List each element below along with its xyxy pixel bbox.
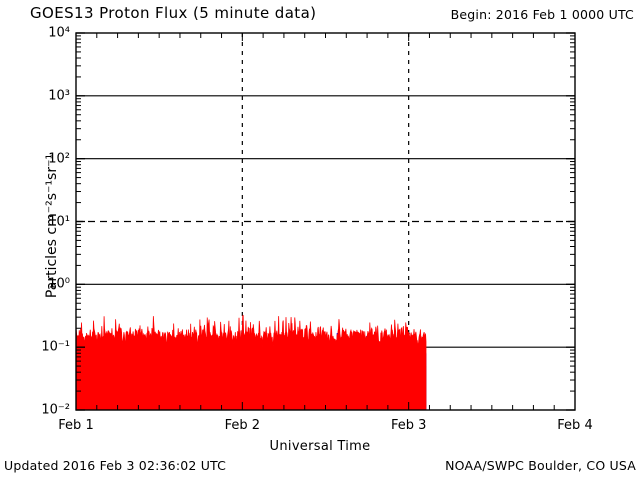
y-tick-label: 10⁻² [41, 402, 70, 418]
y-tick-label: 10³ [48, 88, 70, 104]
page-title: GOES13 Proton Flux (5 minute data) [30, 4, 317, 22]
y-tick-label: 10⁰ [48, 276, 70, 292]
x-tick-label: Feb 4 [557, 418, 593, 433]
axis-ticks [75, 32, 576, 411]
data-traces [75, 314, 427, 411]
x-axis-title: Universal Time [269, 439, 371, 454]
updated-timestamp: Updated 2016 Feb 3 02:36:02 UTC [4, 458, 227, 473]
x-tick-label: Feb 1 [58, 418, 94, 433]
y-tick-label: 10¹ [48, 214, 70, 229]
y-tick-label: 10⁴ [48, 25, 70, 41]
begin-time-label: Begin: 2016 Feb 1 0000 UTC [450, 7, 634, 22]
y-tick-label: 10⁻¹ [41, 339, 70, 355]
y-axis-title: Particles cm⁻²s⁻¹sr⁻¹ [44, 153, 60, 299]
y-tick-label: 10² [48, 151, 70, 167]
x-tick-label: Feb 3 [390, 418, 427, 433]
x-tick-label: Feb 2 [224, 418, 261, 433]
source-attribution: NOAA/SWPC Boulder, CO USA [445, 458, 636, 473]
